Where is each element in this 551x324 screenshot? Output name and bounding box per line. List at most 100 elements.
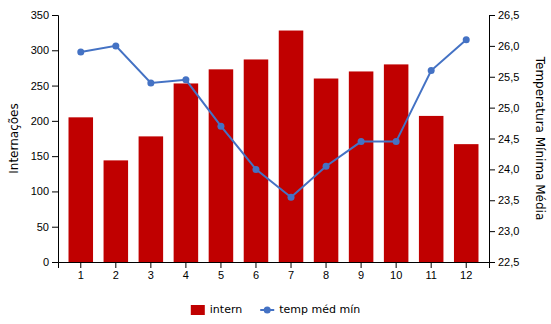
bar	[174, 83, 199, 262]
tick-mark	[489, 169, 495, 170]
point	[217, 123, 224, 130]
tick: 8	[323, 262, 329, 281]
tick: 25,5	[489, 71, 519, 83]
bar-series	[69, 31, 479, 262]
tick-mark	[255, 262, 256, 268]
tick-mark	[52, 227, 58, 228]
tick: 1	[78, 262, 84, 281]
tick-mark	[52, 262, 58, 263]
legend-label: temp méd mín	[279, 303, 360, 316]
tick-mark	[52, 156, 58, 157]
tick-label: 6	[253, 269, 259, 281]
tick: 12	[460, 262, 472, 281]
bar	[279, 31, 304, 262]
tick-mark	[52, 191, 58, 192]
tick-label: 4	[183, 269, 189, 281]
y-axis-title: Internações	[7, 103, 21, 174]
legend-label: intern	[210, 303, 242, 316]
tick-mark	[489, 15, 495, 16]
tick-label: 3	[148, 269, 154, 281]
point	[393, 138, 400, 145]
tick: 200	[31, 115, 58, 127]
tick: 24,5	[489, 133, 519, 145]
bar	[139, 136, 164, 262]
point	[147, 79, 154, 86]
tick-label: 25,5	[498, 71, 519, 83]
tick-mark	[489, 46, 495, 47]
tick-mark	[291, 262, 292, 268]
tick-mark	[489, 108, 495, 109]
legend-marker	[264, 307, 271, 314]
tick: 150	[31, 150, 58, 162]
tick: 22,5	[489, 256, 519, 268]
tick-mark	[326, 262, 327, 268]
tick-mark	[361, 262, 362, 268]
tick: 50	[37, 221, 58, 233]
tick-label: 24,0	[498, 163, 519, 175]
tick: 350	[31, 9, 58, 21]
chart: 12345678910111205010015020025030035022,5…	[0, 0, 551, 324]
tick: 2	[113, 262, 119, 281]
tick: 0	[43, 256, 58, 268]
bar	[454, 144, 479, 262]
bar	[104, 160, 129, 262]
tick-label: 200	[31, 115, 49, 127]
tick-mark	[489, 231, 495, 232]
point	[428, 67, 435, 74]
bar	[314, 79, 339, 262]
tick-label: 12	[460, 269, 472, 281]
tick: 9	[358, 262, 364, 281]
point	[77, 49, 84, 56]
point	[463, 36, 470, 43]
tick-label: 26,0	[498, 40, 519, 52]
tick-label: 10	[390, 269, 402, 281]
tick-label: 2	[113, 269, 119, 281]
axis-line	[52, 16, 59, 263]
tick: 3	[148, 262, 154, 281]
tick-label: 1	[78, 269, 84, 281]
tick-label: 100	[31, 185, 49, 197]
tick-label: 22,5	[498, 256, 519, 268]
tick-label: 300	[31, 44, 49, 56]
tick-label: 0	[43, 256, 49, 268]
point	[288, 194, 295, 201]
tick-label: 5	[218, 269, 224, 281]
point	[182, 76, 189, 83]
axis-line	[490, 16, 496, 263]
tick: 26,5	[489, 9, 519, 21]
tick-mark	[489, 77, 495, 78]
point	[112, 42, 119, 49]
legend: intern temp méd mín	[191, 303, 360, 316]
axis-line	[59, 263, 490, 269]
marks	[69, 31, 479, 262]
legend-swatch	[191, 305, 205, 315]
tick-label: 23,0	[498, 225, 519, 237]
tick: 250	[31, 80, 58, 92]
point	[252, 166, 259, 173]
tick-mark	[52, 15, 58, 16]
tick-mark	[489, 139, 495, 140]
axis: 0 50 100 150 200 250 300 350	[31, 9, 59, 268]
bar	[69, 117, 94, 262]
tick-label: 8	[323, 269, 329, 281]
bar	[349, 71, 374, 262]
legend-item: temp méd mín	[260, 303, 360, 316]
axis: 22,523,023,524,024,525,025,526,026,5	[489, 9, 519, 268]
tick-mark	[489, 262, 495, 263]
line	[81, 40, 466, 197]
tick: 10	[390, 262, 402, 281]
tick-mark	[52, 50, 58, 51]
tick-mark	[185, 262, 186, 268]
legend-item: intern	[191, 303, 242, 316]
line-series	[77, 36, 469, 200]
tick-mark	[489, 200, 495, 201]
tick-mark	[52, 86, 58, 87]
tick-mark	[80, 262, 81, 268]
y2-axis-title: Temperatura Mínima Média	[533, 56, 547, 221]
tick: 4	[183, 262, 189, 281]
tick-mark	[396, 262, 397, 268]
tick: 23,5	[489, 194, 519, 206]
tick-label: 7	[288, 269, 294, 281]
tick-label: 150	[31, 150, 49, 162]
tick-mark	[150, 262, 151, 268]
